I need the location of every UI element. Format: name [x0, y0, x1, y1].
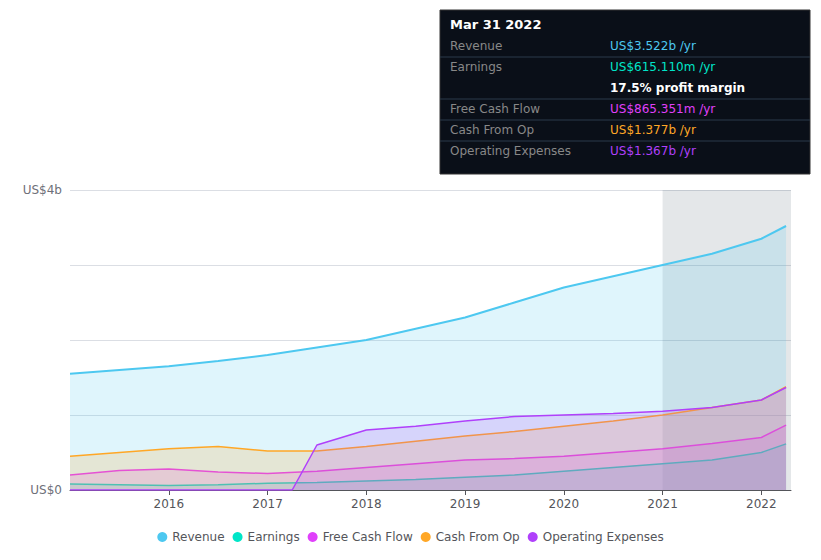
svg-text:Mar 31 2022: Mar 31 2022 [450, 17, 541, 32]
svg-text:US$4b: US$4b [23, 183, 62, 197]
svg-text:Earnings: Earnings [248, 530, 300, 544]
svg-text:2022: 2022 [746, 497, 777, 511]
svg-text:2019: 2019 [450, 497, 481, 511]
svg-text:Revenue: Revenue [172, 530, 224, 544]
svg-text:Revenue: Revenue [450, 39, 502, 53]
svg-text:Operating Expenses: Operating Expenses [450, 144, 571, 158]
svg-text:US$1.377b /yr: US$1.377b /yr [610, 123, 696, 137]
svg-text:US$865.351m /yr: US$865.351m /yr [610, 102, 715, 116]
svg-text:Free Cash Flow: Free Cash Flow [323, 530, 413, 544]
svg-text:2021: 2021 [647, 497, 678, 511]
svg-text:2017: 2017 [252, 497, 283, 511]
svg-text:Cash From Op: Cash From Op [450, 123, 534, 137]
svg-text:17.5% profit margin: 17.5% profit margin [610, 81, 745, 95]
svg-text:Operating Expenses: Operating Expenses [543, 530, 664, 544]
svg-text:US$3.522b /yr: US$3.522b /yr [610, 39, 696, 53]
svg-text:Cash From Op: Cash From Op [436, 530, 520, 544]
svg-text:2018: 2018 [351, 497, 382, 511]
svg-text:US$0: US$0 [30, 483, 62, 497]
svg-text:Free Cash Flow: Free Cash Flow [450, 102, 540, 116]
svg-text:2016: 2016 [153, 497, 184, 511]
svg-text:US$615.110m /yr: US$615.110m /yr [610, 60, 715, 74]
svg-text:Earnings: Earnings [450, 60, 502, 74]
svg-text:2020: 2020 [549, 497, 580, 511]
svg-text:US$1.367b /yr: US$1.367b /yr [610, 144, 696, 158]
